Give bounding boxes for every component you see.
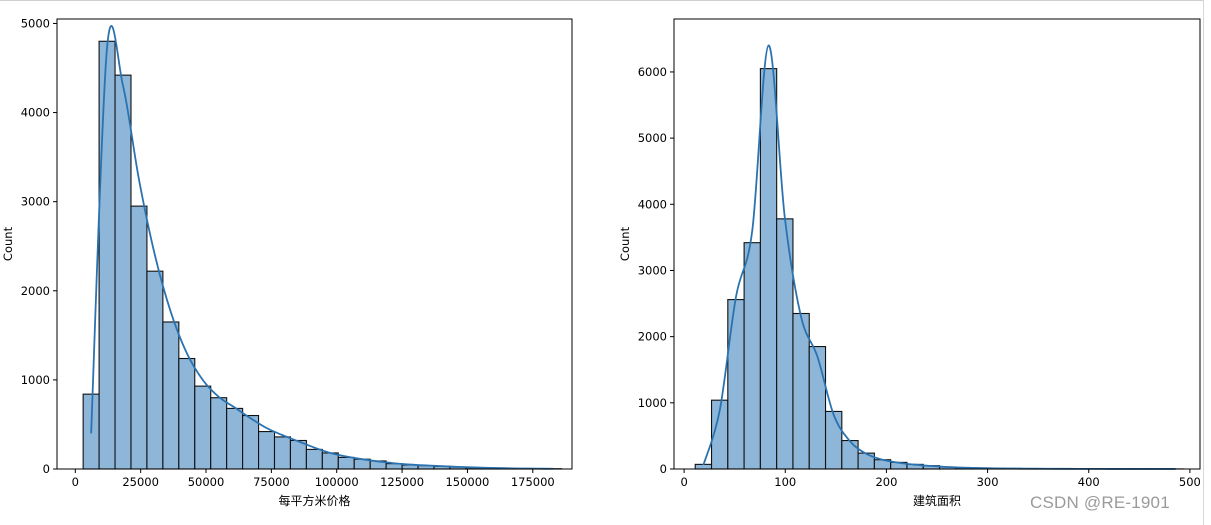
histogram-bar [226, 407, 244, 470]
y-tick-label: 2000 [21, 284, 50, 298]
y-tick-label: 5000 [21, 16, 50, 30]
plot-frame [673, 18, 1201, 470]
histogram-bar [321, 452, 339, 470]
x-tick-label: 125000 [380, 475, 424, 489]
y-tick-label: 4000 [638, 197, 667, 211]
y-tick-label: 0 [43, 462, 50, 476]
y-axis-label: Count [618, 226, 632, 261]
histogram-bar [727, 299, 745, 470]
x-tick-label: 50000 [188, 475, 225, 489]
histogram-bar [289, 439, 307, 470]
x-tick-label: 25000 [122, 475, 159, 489]
histogram-bar [98, 40, 116, 470]
y-tick-label: 1000 [638, 396, 667, 410]
histogram-bar [178, 357, 196, 470]
histogram-bar [273, 436, 291, 470]
histogram-price-per-sqm: 0 25000 50000 75000 100000 125000 150000 175000… [1, 16, 573, 508]
histogram-bar [841, 439, 859, 470]
x-tick-label: 0 [72, 475, 79, 489]
x-tick-label: 150000 [445, 475, 489, 489]
bar-group [694, 68, 1185, 470]
histogram-bar [258, 431, 276, 470]
histogram-bar [337, 456, 355, 470]
x-tick-label: 0 [680, 475, 687, 489]
histogram-building-area: 0 100 200 300 400 500010002000300040005000600… [618, 18, 1201, 508]
plot-frame [56, 18, 573, 470]
histogram-bar [162, 321, 180, 470]
histogram-bar [194, 385, 212, 470]
x-axis-label: 每平方米价格 [278, 493, 350, 508]
histogram-bar [743, 242, 761, 470]
histogram-bar [694, 463, 713, 470]
histogram-bar [808, 346, 827, 470]
y-axis-label: Count [1, 226, 15, 261]
histogram-bar [759, 68, 778, 470]
y-tick-label: 4000 [21, 106, 50, 120]
x-tick-label: 175000 [511, 475, 555, 489]
x-tick-label: 100 [774, 475, 796, 489]
y-tick-label: 3000 [21, 195, 50, 209]
histogram-bar [114, 74, 132, 470]
y-tick-label: 0 [660, 462, 667, 476]
top-divider [0, 0, 1203, 1]
histogram-bar [242, 414, 260, 470]
x-tick-label: 75000 [253, 475, 290, 489]
histogram-bar [824, 410, 843, 470]
histogram-bar [792, 312, 810, 470]
y-tick-label: 6000 [638, 65, 667, 79]
x-tick-label: 500 [1179, 475, 1201, 489]
y-tick-label: 3000 [638, 263, 667, 277]
kde-line [90, 25, 554, 470]
watermark-text: CSDN @RE-1901 [1030, 493, 1170, 512]
histogram-bar [210, 397, 228, 470]
histogram-bar [146, 270, 164, 470]
y-tick-label: 2000 [638, 330, 667, 344]
x-axis-label: 建筑面积 [913, 493, 961, 508]
x-tick-label: 300 [977, 475, 999, 489]
x-tick-label: 400 [1078, 475, 1100, 489]
histogram-bar [305, 448, 323, 470]
x-tick-label: 100000 [315, 475, 359, 489]
histogram-bar [130, 205, 148, 470]
x-tick-label: 200 [875, 475, 897, 489]
y-tick-label: 1000 [21, 373, 50, 387]
y-tick-label: 5000 [638, 131, 667, 145]
right-divider [1203, 0, 1204, 525]
